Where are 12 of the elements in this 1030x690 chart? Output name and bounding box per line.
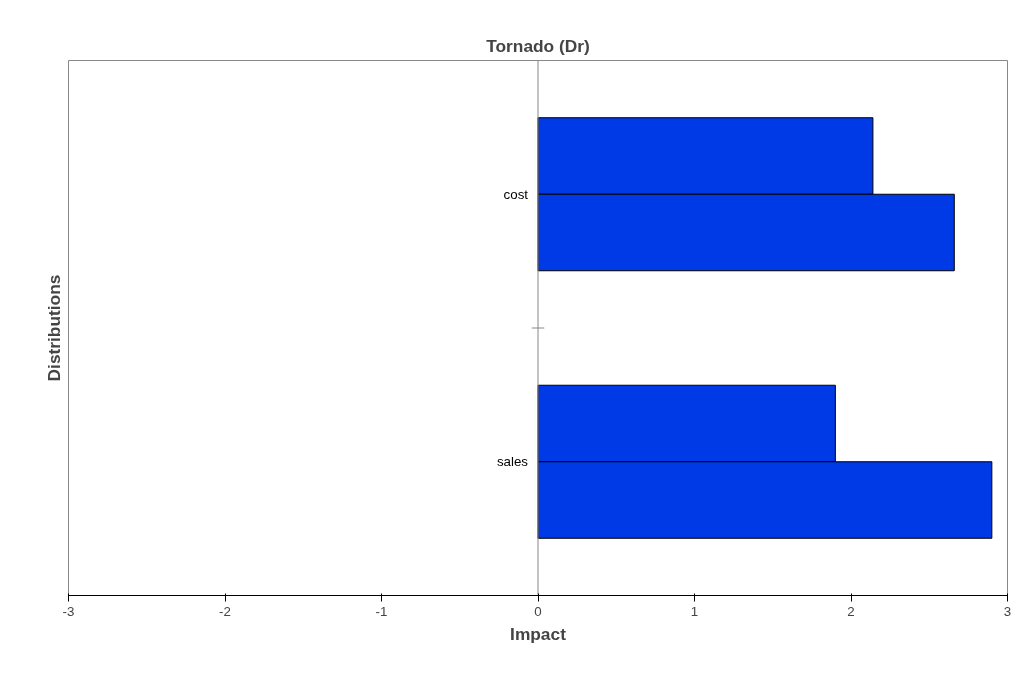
x-tick-label: -2 bbox=[219, 603, 231, 619]
x-tick-label: 0 bbox=[534, 603, 542, 619]
y-axis-title: Distributions bbox=[43, 274, 64, 382]
y-tick-label: sales bbox=[496, 454, 529, 470]
x-tick-label: 2 bbox=[847, 603, 855, 619]
x-tick-label: -1 bbox=[375, 603, 388, 619]
x-tick-label: -3 bbox=[62, 603, 75, 619]
x-axis-title: Impact bbox=[510, 623, 567, 644]
x-tick-label: 1 bbox=[690, 603, 699, 619]
x-tick-label: 3 bbox=[1003, 603, 1012, 619]
y-tick-label: cost bbox=[503, 186, 529, 202]
chart-title: Tornado (Dr) bbox=[486, 35, 590, 56]
